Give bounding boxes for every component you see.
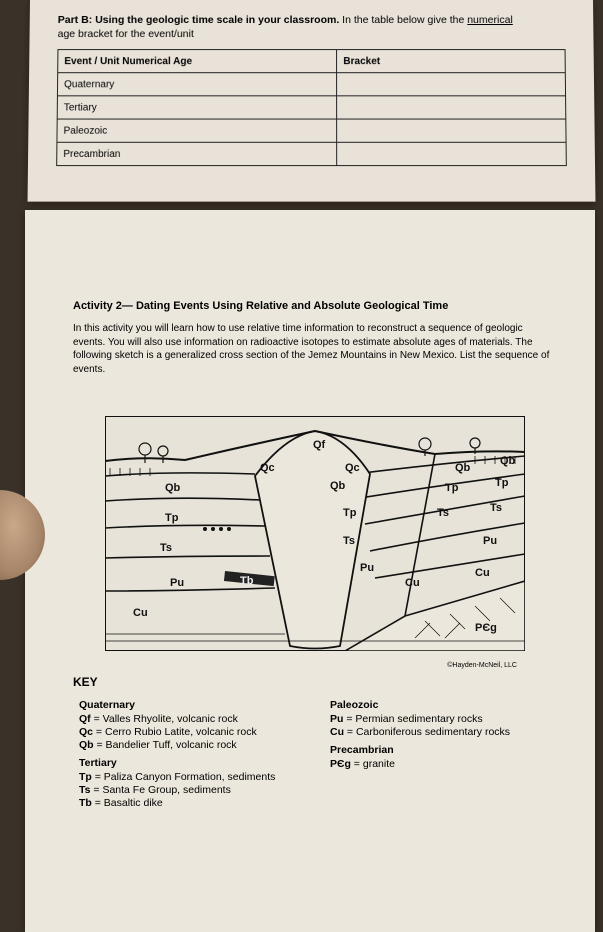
key-line: Qc = Cerro Rubio Latite, volcanic rock <box>79 726 300 738</box>
key-paleozoic-title: Paleozoic <box>330 699 551 711</box>
lbl: Tb <box>240 575 254 587</box>
partb-bold: Part B: Using the geologic time scale in… <box>58 14 340 26</box>
key-right-column: Paleozoic Pu = Permian sedimentary rocks… <box>330 693 551 810</box>
lbl: Qb <box>500 455 516 467</box>
key-line: Pu = Permian sedimentary rocks <box>330 713 551 725</box>
partb-rest: In the table below give the <box>339 14 467 26</box>
col-event: Event / Unit Numerical Age <box>58 50 337 73</box>
lbl: Ts <box>343 535 355 547</box>
worksheet-page-bottom: Activity 2— Dating Events Using Relative… <box>25 210 595 932</box>
lbl: Qb <box>165 482 181 494</box>
lbl: Cu <box>475 567 490 579</box>
key-line: Qb = Bandelier Tuff, volcanic rock <box>79 739 300 751</box>
lbl: Pu <box>360 562 374 574</box>
lbl: PЄg <box>475 622 497 634</box>
partb-heading: Part B: Using the geologic time scale in… <box>58 14 566 41</box>
activity2-body: In this activity you will learn how to u… <box>73 322 557 376</box>
geology-cross-section-svg: Qf Qc Qc Qb Qb Qb Qb Tp Tp Tp Tp Ts Ts T… <box>105 416 525 651</box>
key-line: Cu = Carboniferous sedimentary rocks <box>330 726 551 738</box>
lbl: Cu <box>133 607 148 619</box>
lbl: Tp <box>343 507 357 519</box>
lbl: Ts <box>437 507 449 519</box>
key-heading: KEY <box>73 675 557 689</box>
key-tertiary-title: Tertiary <box>79 757 300 769</box>
table-header-row: Event / Unit Numerical Age Bracket <box>58 50 566 73</box>
lbl: Tp <box>165 512 179 524</box>
partb-underlined: numerical <box>467 14 513 26</box>
key-precambrian-title: Precambrian <box>330 744 551 756</box>
table-row: Paleozoic <box>57 119 566 142</box>
lbl: Qf <box>313 439 326 451</box>
key-line: Tp = Paliza Canyon Formation, sediments <box>79 771 300 783</box>
lbl: Tp <box>495 477 509 489</box>
key-line: PЄg = granite <box>330 758 551 770</box>
key-left-column: Quaternary Qf = Valles Rhyolite, volcani… <box>79 693 300 810</box>
key-quaternary-title: Quaternary <box>79 699 300 711</box>
activity2-title: Activity 2— Dating Events Using Relative… <box>73 300 557 312</box>
key-line: Tb = Basaltic dike <box>79 797 300 809</box>
lbl: Ts <box>490 502 502 514</box>
partb-line2: age bracket for the event/unit <box>58 28 566 42</box>
lbl: Pu <box>170 577 184 589</box>
table-row: Quaternary <box>57 73 565 96</box>
table-row: Precambrian <box>57 143 567 166</box>
key-block: Quaternary Qf = Valles Rhyolite, volcani… <box>73 693 557 810</box>
table-row: Tertiary <box>57 96 566 119</box>
lbl: Qb <box>330 480 346 492</box>
lbl: Pu <box>483 535 497 547</box>
key-line: Ts = Santa Fe Group, sediments <box>79 784 300 796</box>
lbl: Tp <box>445 482 459 494</box>
lbl: Ts <box>160 542 172 554</box>
worksheet-page-top: Part B: Using the geologic time scale in… <box>28 0 596 202</box>
diagram-copyright: ©Hayden-McNeil, LLC <box>73 662 517 669</box>
lbl: Qb <box>455 462 471 474</box>
key-line: Qf = Valles Rhyolite, volcanic rock <box>79 713 300 725</box>
lbl: Qc <box>260 462 275 474</box>
cross-section-diagram: Qf Qc Qc Qb Qb Qb Qb Tp Tp Tp Tp Ts Ts T… <box>105 416 525 656</box>
age-bracket-table: Event / Unit Numerical Age Bracket Quate… <box>56 49 567 166</box>
col-bracket: Bracket <box>337 50 565 73</box>
lbl: Cu <box>405 577 420 589</box>
lbl: Qc <box>345 462 360 474</box>
